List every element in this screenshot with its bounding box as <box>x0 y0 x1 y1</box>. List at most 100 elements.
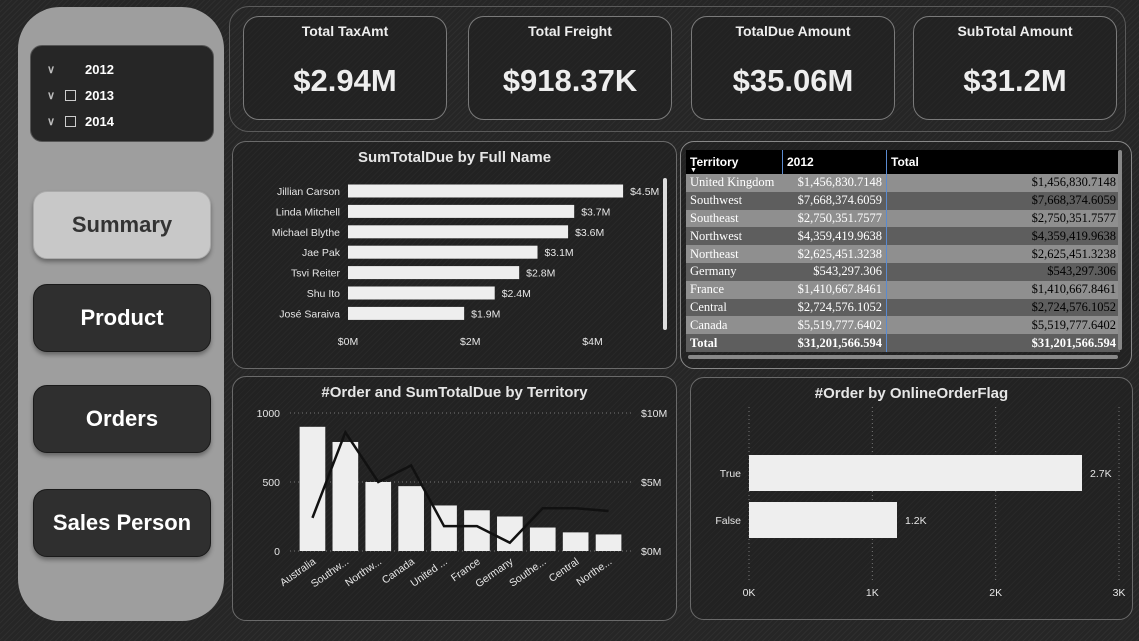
x-tick-label: $0M <box>338 336 358 348</box>
bar <box>348 204 575 218</box>
kpi-title: TotalDue Amount <box>735 23 851 39</box>
cell-territory: Southeast <box>690 210 739 225</box>
cell-total: $2,625,451.3238 <box>1031 246 1116 261</box>
cell-2012: $1,410,667.8461 <box>782 280 887 299</box>
chart-title: #Order and SumTotalDue by Territory <box>321 384 588 401</box>
product-button[interactable]: Product <box>33 284 211 352</box>
slicer-item-label: 2012 <box>85 61 114 77</box>
table-row[interactable]: Germany $543,297.306 $543,297.306 <box>686 262 1120 281</box>
kpi-title: Total Freight <box>528 23 612 39</box>
bar <box>348 266 520 280</box>
bar <box>348 306 465 320</box>
table-row[interactable]: Central $2,724,576.1052 $2,724,576.1052 <box>686 298 1120 317</box>
bar <box>749 455 1082 491</box>
category-label: Tsvi Reiter <box>291 268 341 280</box>
category-label: Linda Mitchell <box>276 206 340 218</box>
category-label: Shu Ito <box>307 288 340 300</box>
year-slicer: ∨ 2012 ∨ 2013 ∨ 2014 <box>30 45 214 142</box>
slicer-item-label: 2014 <box>85 113 114 129</box>
y-tick-label-left: 1000 <box>257 408 281 420</box>
table-row[interactable]: Canada $5,519,777.6402 $5,519,777.6402 <box>686 316 1120 335</box>
bar-chart-totaldue-by-name: Jillian Carson $4.5M Linda Mitchell $3.7M Mi… <box>272 184 659 348</box>
orders-button[interactable]: Orders <box>33 385 211 453</box>
cell-territory: Total <box>690 335 718 350</box>
table-scrollbar[interactable] <box>1118 150 1122 350</box>
chevron-down-icon[interactable]: ∨ <box>47 89 56 102</box>
category-label: True <box>720 468 741 480</box>
y-tick-label-left: 0 <box>274 546 280 558</box>
table-row[interactable]: France $1,410,667.8461 $1,410,667.8461 <box>686 280 1120 299</box>
kpi-card-total-taxamt[interactable]: Total TaxAmt $2.94M <box>243 16 447 120</box>
kpi-title: SubTotal Amount <box>957 23 1073 39</box>
kpi-card-totaldue-amount[interactable]: TotalDue Amount $35.06M <box>691 16 895 120</box>
kpi-value: $31.2M <box>963 63 1067 98</box>
cell-2012: $2,724,576.1052 <box>782 298 887 317</box>
x-tick-label: Southw... <box>309 556 351 591</box>
cell-territory: Canada <box>690 317 728 332</box>
category-label: False <box>715 515 741 527</box>
cell-territory: France <box>690 282 725 297</box>
cell-total: $543,297.306 <box>1047 264 1116 279</box>
combo-chart-order-by-territory: 05001000$0M$5M$10MAustraliaSouthw...Nort… <box>257 408 668 591</box>
data-label: $2.8M <box>526 268 555 280</box>
summary-button[interactable]: Summary <box>33 191 211 259</box>
kpi-value: $918.37K <box>502 63 638 98</box>
bar <box>365 482 392 551</box>
x-tick-label: 2K <box>989 587 1002 599</box>
x-tick-label: $2M <box>460 336 480 348</box>
sales-person-button[interactable]: Sales Person <box>33 489 211 557</box>
category-label: Jillian Carson <box>277 186 340 198</box>
column-header-territory[interactable]: Territory ▼ <box>686 150 783 174</box>
x-tick-label: United ... <box>408 556 449 590</box>
checkbox[interactable] <box>65 115 76 127</box>
chevron-down-icon[interactable]: ∨ <box>47 115 56 128</box>
cell-total: $4,359,419.9638 <box>1031 228 1116 243</box>
scrollbar[interactable] <box>663 178 667 330</box>
territory-table-card <box>680 141 1132 369</box>
checkbox[interactable] <box>65 63 76 75</box>
y-tick-label-right: $10M <box>641 408 667 420</box>
slicer-item-2014[interactable]: ∨ 2014 <box>47 112 114 130</box>
cell-territory: Germany <box>690 264 737 279</box>
cell-2012: $2,625,451.3238 <box>782 245 887 263</box>
y-tick-label-left: 500 <box>262 477 280 489</box>
bar <box>348 245 538 259</box>
checkbox[interactable] <box>65 89 76 101</box>
chart-title: #Order by OnlineOrderFlag <box>814 385 1009 402</box>
table-row[interactable]: Northwest $4,359,419.9638 $4,359,419.9638 <box>686 227 1120 246</box>
cell-2012: $2,750,351.7577 <box>782 209 887 228</box>
cell-territory: Southwest <box>690 193 743 208</box>
data-label: $3.6M <box>575 227 604 239</box>
x-tick-label: 1K <box>866 587 879 599</box>
sort-desc-icon[interactable]: ▼ <box>690 167 697 174</box>
cell-total: $5,519,777.6402 <box>1031 317 1116 332</box>
cell-total: $2,750,351.7577 <box>1031 210 1116 225</box>
table-row[interactable]: United Kingdom $1,456,830.7148 $1,456,830.… <box>686 174 1120 192</box>
cell-territory: Northeast <box>690 246 739 261</box>
cell-2012: $5,519,777.6402 <box>782 316 887 335</box>
bar <box>299 426 326 551</box>
bar <box>431 505 457 551</box>
y-tick-label-right: $0M <box>641 546 661 558</box>
chart-card-order-by-onlineflag[interactable]: #Order by OnlineOrderFlag <box>690 377 1133 620</box>
bar <box>562 532 589 551</box>
table-row[interactable]: Southeast $2,750,351.7577 $2,750,351.7577 <box>686 209 1120 228</box>
series-line <box>311 429 609 545</box>
kpi-card-total-freight[interactable]: Total Freight $918.37K <box>468 16 672 120</box>
table-row[interactable]: Southwest $7,668,374.6059 $7,668,374.6059 <box>686 191 1120 210</box>
cell-territory: Northwest <box>690 228 743 243</box>
bar <box>332 441 359 551</box>
kpi-card-subtotal-amount[interactable]: SubTotal Amount $31.2M <box>913 16 1117 120</box>
x-tick-label: Northe... <box>574 556 614 589</box>
table-row[interactable]: Northeast $2,625,451.3238 $2,625,451.3238 <box>686 245 1120 263</box>
slicer-item-2012[interactable]: ∨ 2012 <box>47 60 114 78</box>
x-tick-label: Southe... <box>507 556 548 590</box>
cell-territory: Central <box>690 299 727 314</box>
table-hscrollbar[interactable] <box>688 355 1118 359</box>
column-header-2012[interactable]: 2012 <box>782 150 887 174</box>
slicer-item-2013[interactable]: ∨ 2013 <box>47 86 114 104</box>
column-header-total[interactable]: Total <box>886 150 1120 174</box>
bar <box>749 502 897 538</box>
bar <box>348 184 624 198</box>
chevron-down-icon[interactable]: ∨ <box>47 63 56 76</box>
